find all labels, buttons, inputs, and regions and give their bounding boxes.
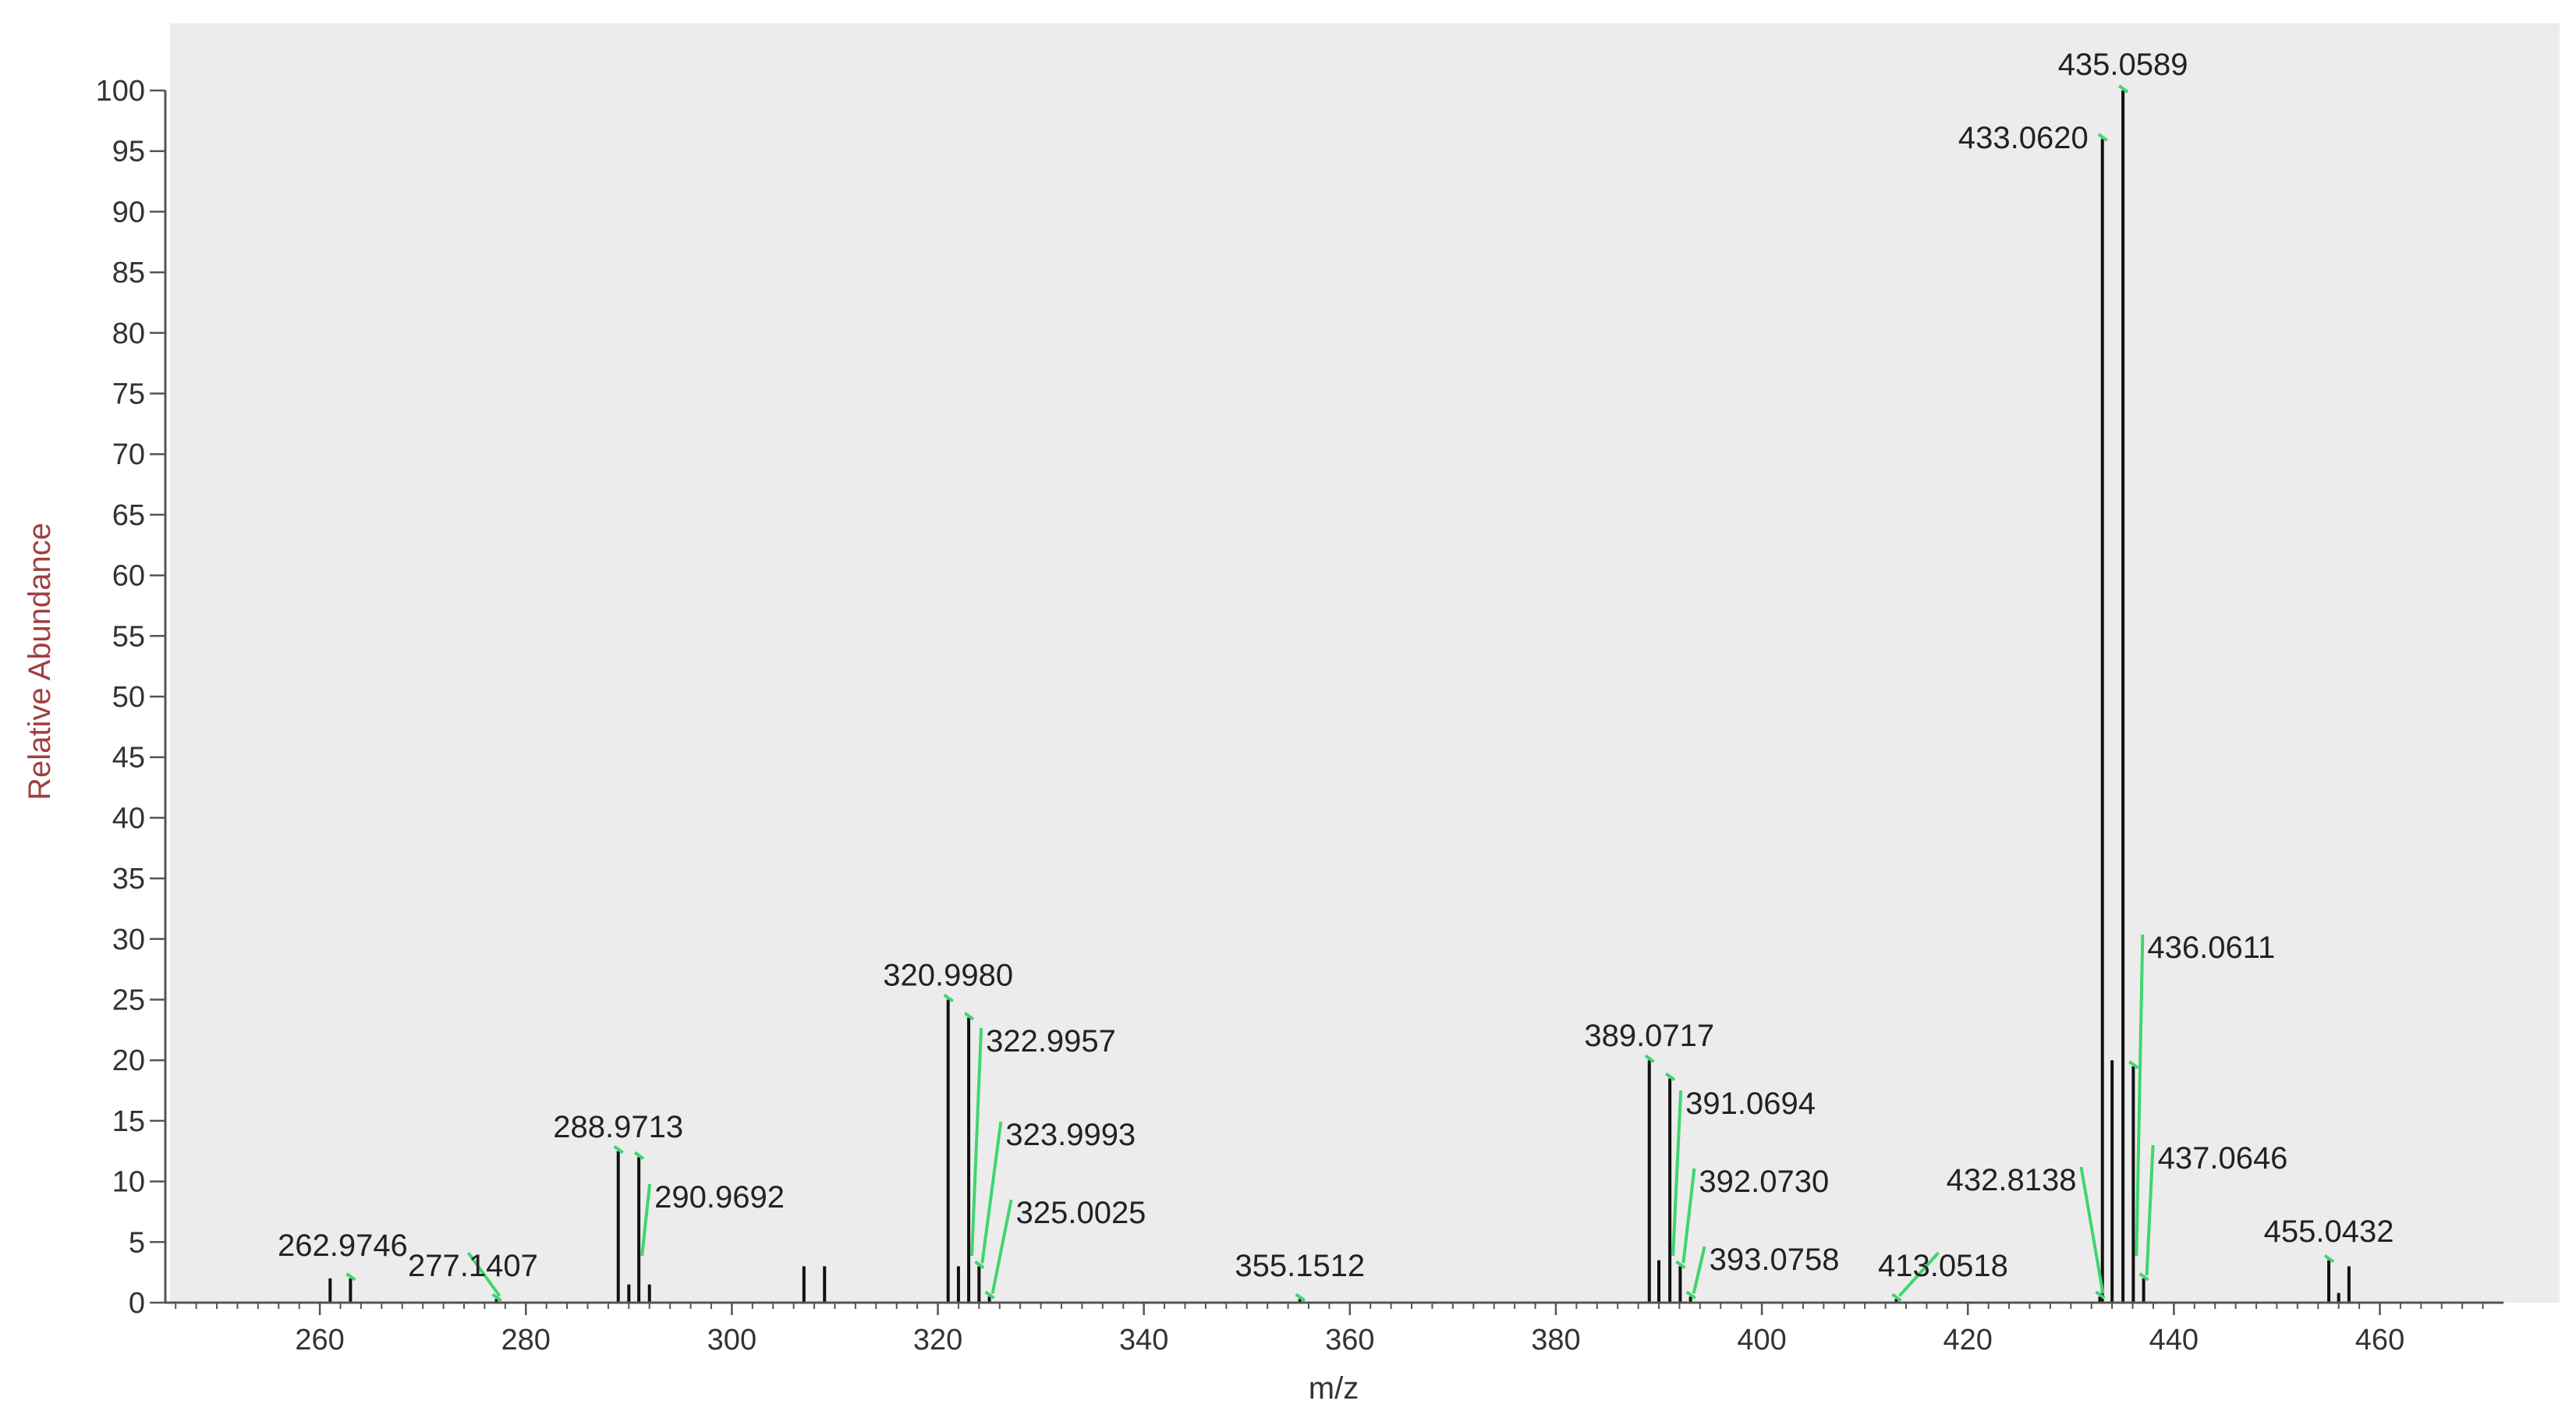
peak-label: 355.1512 [1235,1249,1365,1283]
peak-label-marker [1295,1293,1306,1302]
peak-label: 455.0432 [2264,1215,2394,1249]
plot-area [170,23,2560,1303]
y-tick-label: 65 [112,499,145,532]
y-tick-label: 10 [112,1166,145,1199]
peak-label: 392.0730 [1699,1165,1829,1199]
x-tick-label: 380 [1531,1324,1580,1356]
peak-label-marker [2095,1290,2106,1300]
x-tick-label: 320 [913,1324,962,1356]
peak-label: 290.9692 [654,1180,785,1215]
peak-label-marker [1664,1072,1676,1082]
peak-label-marker [1644,1054,1655,1063]
y-axis-ticks: 0 5 10 15 20 25 30 35 40 45 50 55 60 65 70 75 80 85 90 95 10… [96,75,165,1320]
peak-label: 437.0646 [2158,1141,2288,1176]
peak-label-marker [491,1293,502,1302]
peak-label-leader [2145,1144,2155,1276]
y-axis-label: Relative Abundance [23,523,57,800]
y-tick-label: 100 [96,75,145,108]
y-tick-label: 30 [112,924,145,956]
peak-label-marker [2097,133,2108,142]
peak-label-marker [1685,1290,1696,1300]
peak-label: 320.9980 [883,959,1013,993]
peak-label: 435.0589 [2058,48,2188,82]
y-tick-label: 70 [112,438,145,471]
peak-label-marker [633,1151,645,1161]
peak-label-marker [1891,1293,1902,1302]
y-tick-label: 40 [112,802,145,835]
y-tick-label: 95 [112,136,145,168]
y-tick-label: 90 [112,196,145,229]
y-tick-label: 20 [112,1044,145,1077]
peak-label-marker [2128,1060,2139,1069]
peak-label-marker [613,1145,624,1154]
peak-label-leader [2079,1166,2105,1294]
peak-label-leader [1681,1168,1696,1264]
x-tick-label: 420 [1944,1324,1993,1356]
x-tick-label: 340 [1119,1324,1168,1356]
peak-label: 393.0758 [1710,1243,1840,1277]
peak-label-marker [2323,1254,2335,1264]
peak-label-leader [466,1251,501,1297]
peak-label: 262.9746 [278,1229,408,1263]
peak-label: 277.1407 [408,1249,538,1283]
peak-label: 391.0694 [1685,1087,1816,1121]
peak-label: 322.9957 [986,1024,1116,1059]
x-axis-ticks: 260 280 300 320 340 360 380 400 420 440 460 [175,1303,2484,1356]
peak-label-marker [963,1012,975,1021]
peak-label: 433.0620 [1958,121,2089,155]
y-tick-label: 55 [112,620,145,653]
peak-label-leader [1692,1246,1706,1294]
peak-label-marker [2138,1272,2149,1282]
y-tick-label: 45 [112,742,145,775]
x-tick-label: 280 [501,1324,551,1356]
y-tick-label: 80 [112,317,145,350]
x-tick-label: 260 [295,1324,344,1356]
peak-label-leader [1897,1251,1940,1297]
peak-label-leader [2135,934,2145,1257]
x-tick-label: 360 [1325,1324,1374,1356]
peak-label: 436.0611 [2147,931,2275,965]
peak-label: 323.9993 [1005,1118,1136,1152]
x-tick-label: 300 [707,1324,757,1356]
peak-label-marker [974,1260,985,1269]
peak-label-leader [980,1121,1003,1264]
y-tick-label: 75 [112,378,145,411]
peak-label-marker [984,1290,995,1300]
y-tick-label: 50 [112,681,145,714]
x-tick-label: 460 [2355,1324,2404,1356]
peak-label: 389.0717 [1584,1019,1714,1053]
peak-label: 432.8138 [1947,1163,2077,1197]
y-tick-label: 85 [112,257,145,289]
y-tick-label: 60 [112,560,145,593]
peak-label-marker [2117,84,2129,94]
label-markers [345,84,2335,1302]
peak-label-leader [990,1199,1013,1294]
peak-label-leader [970,1027,983,1257]
y-tick-label: 5 [129,1226,145,1259]
peak-label: 325.0025 [1016,1196,1146,1230]
y-tick-label: 25 [112,984,145,1017]
y-tick-label: 35 [112,863,145,895]
x-tick-label: 400 [1737,1324,1786,1356]
y-tick-label: 15 [112,1105,145,1138]
peak-label-marker [345,1272,356,1282]
peak-label-leader [1671,1090,1683,1257]
y-tick-label: 0 [129,1287,145,1320]
peak-bars [328,90,2351,1303]
peak-label-leader [640,1183,652,1257]
x-tick-label: 440 [2149,1324,2199,1356]
peak-label-marker [943,993,954,1003]
peak-label: 413.0518 [1878,1249,2008,1283]
x-axis-label: m/z [1309,1371,1359,1406]
peak-label: 288.9713 [553,1110,683,1144]
peak-label-marker [1675,1260,1686,1269]
